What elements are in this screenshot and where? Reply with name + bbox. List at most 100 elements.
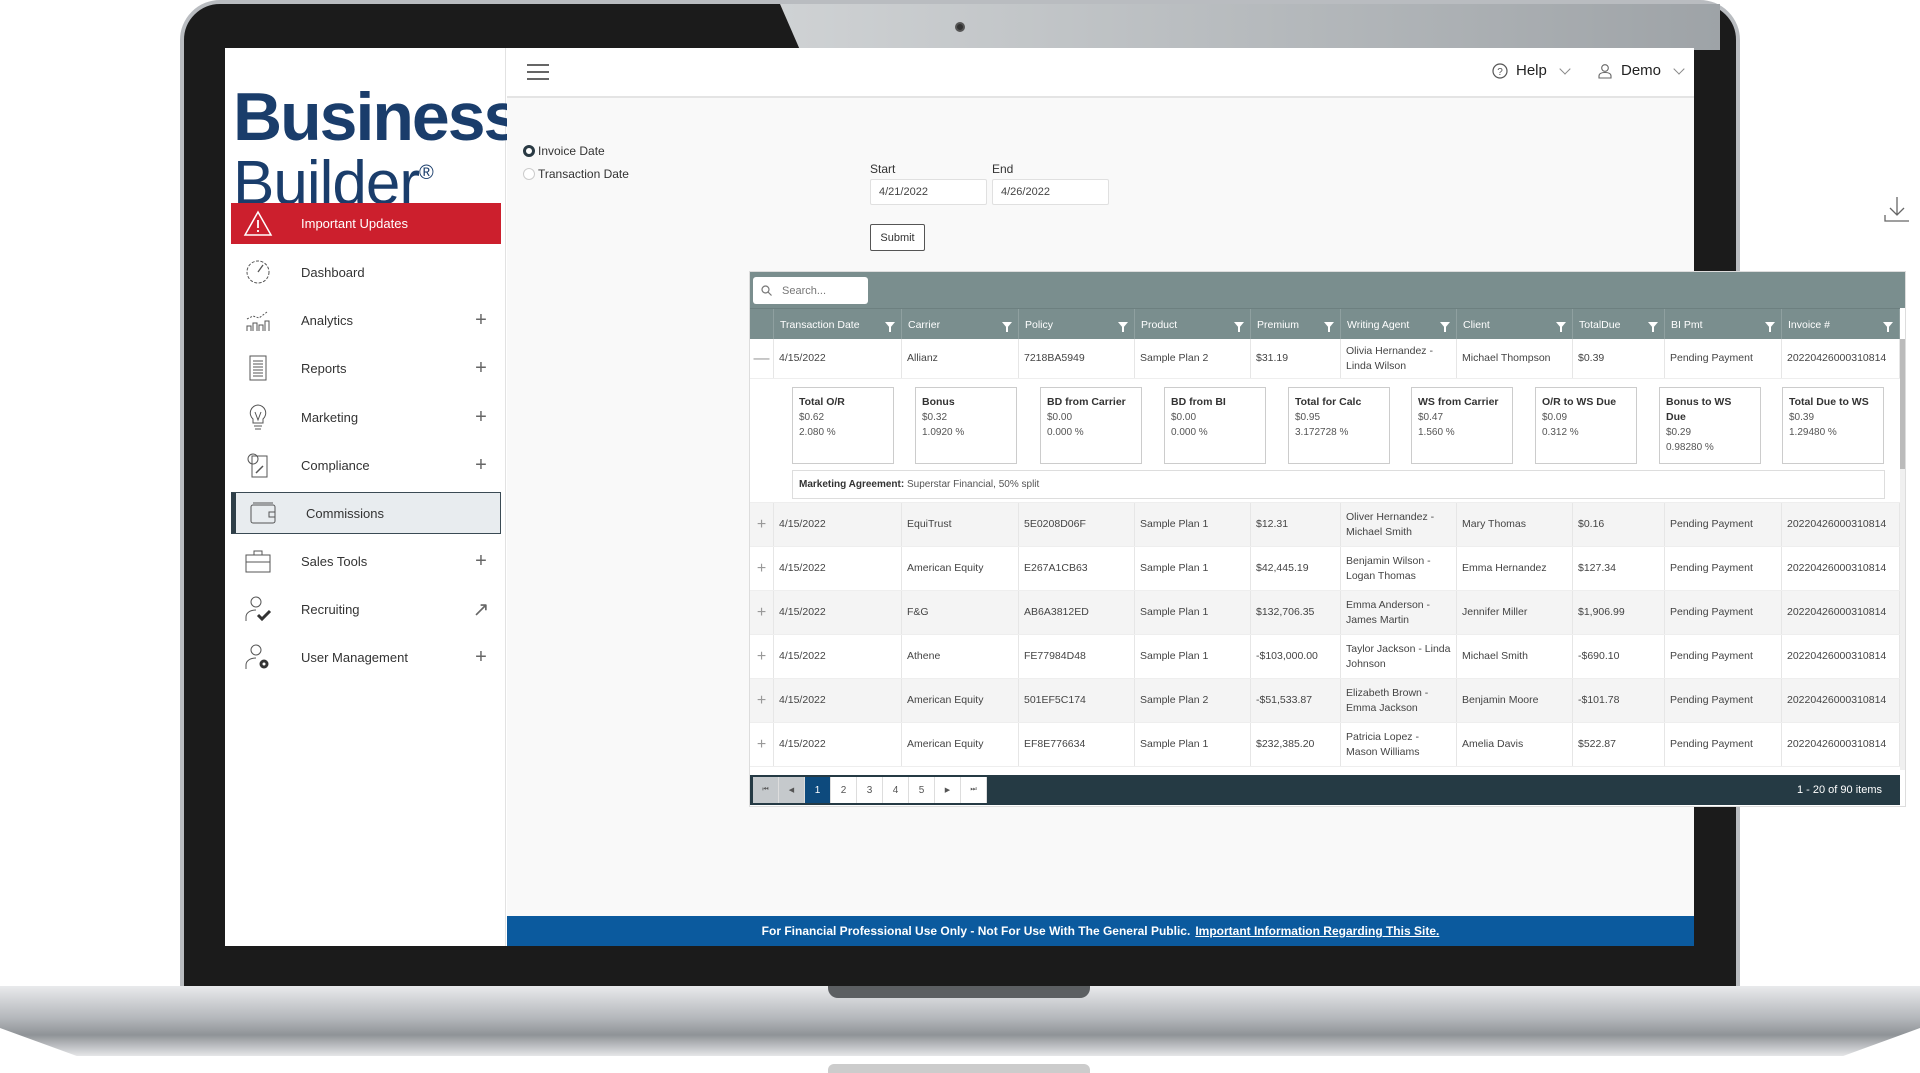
page-4-button[interactable]: 4: [883, 777, 909, 803]
detail-card-percent: 2.080 %: [799, 427, 836, 438]
sidebar-item-label: Reports: [301, 360, 347, 376]
detail-card-title: Total Due to WS: [1789, 396, 1869, 408]
expand-row-icon[interactable]: +: [750, 635, 774, 678]
detail-card-percent: 1.29480 %: [1789, 427, 1837, 438]
sidebar-item-dashboard[interactable]: Dashboard: [231, 251, 501, 293]
column-header-policy[interactable]: Policy: [1019, 309, 1135, 340]
cell-totaldue: $127.34: [1573, 547, 1665, 590]
scrollbar-thumb[interactable]: [1900, 339, 1905, 469]
radio-label: Invoice Date: [538, 144, 605, 158]
column-header-transaction-date[interactable]: Transaction Date: [774, 309, 902, 340]
column-header-client[interactable]: Client: [1457, 309, 1573, 340]
sidebar-item-sales-tools[interactable]: Sales Tools +: [231, 540, 501, 582]
last-page-button[interactable]: ⏭: [961, 777, 987, 803]
table-row[interactable]: +4/15/2022 American Equity E267A1CB63 Sampl…: [750, 547, 1900, 591]
collapse-row-icon[interactable]: —: [750, 339, 774, 378]
expand-plus-icon[interactable]: +: [475, 308, 487, 331]
disclaimer-text: For Financial Professional Use Only - No…: [761, 924, 1191, 938]
expand-row-icon[interactable]: +: [750, 503, 774, 546]
cell-policy: AB6A3812ED: [1019, 591, 1135, 634]
external-link-icon[interactable]: ↗: [472, 598, 490, 621]
radio-transaction-date[interactable]: Transaction Date: [523, 167, 629, 181]
filter-icon[interactable]: [1556, 321, 1566, 332]
cell-product: Sample Plan 1: [1135, 547, 1251, 590]
start-date-input[interactable]: 4/21/2022: [870, 179, 987, 205]
grid-search-input[interactable]: Search...: [753, 277, 868, 304]
column-header-label: Policy: [1025, 318, 1054, 331]
cell-product: Sample Plan 2: [1135, 679, 1251, 722]
filter-icon[interactable]: [1234, 321, 1244, 332]
table-row[interactable]: +4/15/2022 American Equity 501EF5C174 Sampl…: [750, 679, 1900, 723]
expand-row-icon[interactable]: +: [750, 723, 774, 766]
next-page-button[interactable]: ▶: [935, 777, 961, 803]
table-row[interactable]: —4/15/2022 Allianz 7218BA5949 Sample Plan 2…: [750, 339, 1900, 379]
column-header-invoice-[interactable]: Invoice #: [1782, 309, 1900, 340]
app-screen: Business Builder® Important Updates Dashb…: [225, 48, 1909, 946]
expand-row-icon[interactable]: +: [750, 591, 774, 634]
detail-card-title: BD from BI: [1171, 396, 1226, 408]
expand-plus-icon[interactable]: +: [475, 453, 487, 476]
grid-toolbar: Search...: [750, 272, 1905, 308]
sidebar-item-important-updates[interactable]: Important Updates: [231, 203, 501, 244]
first-page-button[interactable]: ⏮: [753, 777, 779, 803]
column-header-writing-agent[interactable]: Writing Agent: [1341, 309, 1457, 340]
end-label: End: [992, 162, 1014, 176]
detail-card-title: WS from Carrier: [1418, 396, 1499, 408]
sidebar-item-user-management[interactable]: User Management +: [231, 636, 501, 678]
table-row[interactable]: +4/15/2022 American Equity EF8E776634 Sampl…: [750, 723, 1900, 767]
cell-invoice-: 20220426000310814: [1782, 339, 1900, 378]
column-header-premium[interactable]: Premium: [1251, 309, 1341, 340]
column-header-bi-pmt[interactable]: BI Pmt: [1665, 309, 1782, 340]
grid-scrollbar[interactable]: [1900, 339, 1905, 770]
column-header-totaldue[interactable]: TotalDue: [1573, 309, 1665, 340]
sidebar-item-compliance[interactable]: Compliance +: [231, 444, 501, 486]
end-date-input[interactable]: 4/26/2022: [992, 179, 1109, 205]
sidebar-item-reports[interactable]: Reports +: [231, 347, 501, 389]
filter-icon[interactable]: [1883, 321, 1893, 332]
cell-product: Sample Plan 2: [1135, 339, 1251, 378]
column-header-product[interactable]: Product: [1135, 309, 1251, 340]
expand-row-icon[interactable]: +: [750, 547, 774, 590]
sidebar-item-marketing[interactable]: Marketing +: [231, 396, 501, 438]
lightbulb-icon: [243, 402, 273, 432]
important-info-link[interactable]: Important Information Regarding This Sit…: [1195, 924, 1440, 938]
camera: [955, 22, 965, 32]
expand-plus-icon[interactable]: +: [475, 549, 487, 572]
filter-icon[interactable]: [1440, 321, 1450, 332]
sidebar-item-analytics[interactable]: Analytics +: [231, 299, 501, 341]
table-row[interactable]: +4/15/2022 F&G AB6A3812ED Sample Plan 1 $132…: [750, 591, 1900, 635]
detail-card: Bonus to WS Due $0.29 0.98280 %: [1659, 387, 1761, 464]
user-menu[interactable]: Demo: [1597, 62, 1685, 79]
help-menu[interactable]: ? Help: [1492, 62, 1571, 79]
radio-invoice-date[interactable]: Invoice Date: [523, 144, 605, 158]
sidebar-item-recruiting[interactable]: Recruiting ↗: [231, 588, 501, 630]
page-3-button[interactable]: 3: [857, 777, 883, 803]
filter-icon[interactable]: [1002, 321, 1012, 332]
filter-icon[interactable]: [1324, 321, 1334, 332]
cell-premium: $31.19: [1251, 339, 1341, 378]
submit-button[interactable]: Submit: [870, 224, 925, 251]
table-row[interactable]: +4/15/2022 Athene FE77984D48 Sample Plan 1-…: [750, 635, 1900, 679]
prev-page-button[interactable]: ◀: [779, 777, 805, 803]
filter-icon[interactable]: [1118, 321, 1128, 332]
detail-card-percent: 1.560 %: [1418, 427, 1455, 438]
filter-icon[interactable]: [1765, 321, 1775, 332]
page-1-button[interactable]: 1: [805, 777, 831, 803]
expand-plus-icon[interactable]: +: [475, 405, 487, 428]
page-2-button[interactable]: 2: [831, 777, 857, 803]
cell-bi-pmt: Pending Payment: [1665, 547, 1782, 590]
download-icon[interactable]: [1884, 195, 1910, 223]
detail-card: Bonus $0.32 1.0920 %: [915, 387, 1017, 464]
table-row[interactable]: +4/15/2022 EquiTrust 5E0208D06F Sample Plan…: [750, 503, 1900, 547]
filter-icon[interactable]: [1648, 321, 1658, 332]
sidebar-item-commissions[interactable]: Commissions: [231, 492, 501, 534]
detail-card-amount: $0.95: [1295, 412, 1321, 423]
column-header-carrier[interactable]: Carrier: [902, 309, 1019, 340]
expand-row-icon[interactable]: +: [750, 679, 774, 722]
cell-policy: FE77984D48: [1019, 635, 1135, 678]
hamburger-menu-icon[interactable]: [527, 64, 549, 80]
filter-icon[interactable]: [885, 321, 895, 332]
page-5-button[interactable]: 5: [909, 777, 935, 803]
expand-plus-icon[interactable]: +: [475, 645, 487, 668]
expand-plus-icon[interactable]: +: [475, 356, 487, 379]
